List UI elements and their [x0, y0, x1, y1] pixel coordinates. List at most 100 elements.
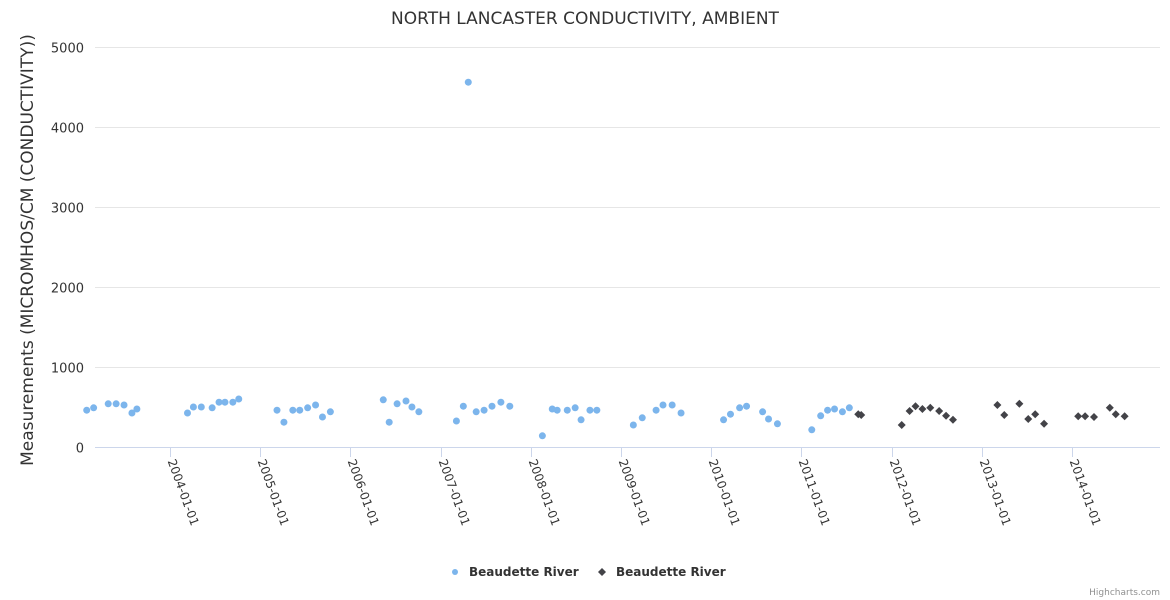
data-point[interactable] [905, 407, 914, 415]
x-tick-label: 2008-01-01 [526, 457, 563, 527]
data-point[interactable] [538, 432, 546, 440]
data-point[interactable] [326, 408, 334, 416]
data-point[interactable] [289, 406, 297, 414]
data-point[interactable] [857, 411, 866, 419]
data-point[interactable] [393, 400, 401, 408]
data-point[interactable] [480, 406, 488, 414]
data-point[interactable] [1111, 410, 1120, 419]
data-point[interactable] [773, 420, 781, 428]
y-tick-label: 2000 [51, 282, 84, 297]
data-point[interactable] [942, 411, 951, 420]
data-point[interactable] [1081, 412, 1090, 421]
chart-title: NORTH LANCASTER CONDUCTIVITY, AMBIENT [391, 9, 780, 29]
data-point[interactable] [459, 402, 467, 410]
legend-item-series-2[interactable]: Beaudette River [598, 565, 726, 579]
data-point[interactable] [90, 404, 98, 412]
data-point[interactable] [208, 404, 216, 412]
data-point[interactable] [197, 403, 205, 411]
data-point[interactable] [563, 406, 571, 414]
data-point[interactable] [506, 402, 514, 410]
y-tick-label: 0 [76, 442, 84, 457]
data-point[interactable] [918, 405, 927, 413]
data-point[interactable] [586, 406, 594, 414]
data-point[interactable] [235, 395, 243, 403]
data-point[interactable] [593, 406, 601, 414]
data-point[interactable] [759, 408, 767, 416]
x-tick-label: 2012-01-01 [887, 457, 924, 527]
data-point[interactable] [935, 407, 944, 415]
data-point[interactable] [183, 409, 191, 417]
data-point[interactable] [128, 409, 136, 417]
data-point[interactable] [638, 414, 646, 422]
data-point[interactable] [897, 421, 906, 429]
data-point[interactable] [189, 403, 197, 411]
data-point[interactable] [1031, 410, 1040, 419]
data-point[interactable] [379, 396, 387, 404]
data-point[interactable] [488, 402, 496, 410]
data-point[interactable] [926, 403, 935, 412]
data-point[interactable] [765, 415, 773, 423]
data-point[interactable] [280, 418, 288, 426]
data-point[interactable] [1015, 399, 1024, 408]
data-point[interactable] [318, 413, 326, 421]
data-point[interactable] [668, 401, 676, 409]
y-axis-ticks: 0 1000 2000 3000 4000 5000 [51, 42, 84, 457]
data-point[interactable] [229, 398, 237, 406]
series-1 [83, 78, 853, 440]
data-point[interactable] [408, 403, 416, 411]
legend-label-series-1: Beaudette River [469, 565, 579, 579]
data-point[interactable] [1120, 412, 1129, 421]
data-point[interactable] [104, 400, 112, 408]
data-point[interactable] [736, 404, 744, 412]
data-point[interactable] [1089, 413, 1098, 421]
data-point[interactable] [817, 412, 825, 420]
data-point[interactable] [273, 406, 281, 414]
data-point[interactable] [845, 404, 853, 412]
data-point[interactable] [993, 401, 1002, 409]
data-point[interactable] [824, 406, 832, 414]
x-tick-label: 2004-01-01 [165, 457, 202, 527]
data-point[interactable] [838, 408, 846, 416]
data-point[interactable] [720, 416, 728, 424]
data-point[interactable] [1024, 415, 1033, 423]
data-point[interactable] [948, 415, 957, 424]
data-point[interactable] [120, 401, 128, 409]
data-point[interactable] [831, 405, 839, 413]
data-point[interactable] [215, 398, 223, 406]
data-point[interactable] [133, 405, 141, 413]
credits-link[interactable]: Highcharts.com [1089, 588, 1160, 598]
data-point[interactable] [402, 397, 410, 405]
data-point[interactable] [571, 404, 579, 412]
data-point[interactable] [472, 408, 480, 416]
data-point[interactable] [553, 406, 561, 414]
data-point[interactable] [312, 401, 320, 409]
data-point[interactable] [808, 426, 816, 434]
data-point[interactable] [83, 406, 91, 414]
data-point[interactable] [743, 402, 751, 410]
data-point[interactable] [112, 400, 120, 408]
data-point[interactable] [577, 416, 585, 424]
data-point[interactable] [1105, 403, 1114, 412]
x-tick-label: 2011-01-01 [796, 457, 833, 527]
data-point[interactable] [464, 78, 472, 86]
data-point[interactable] [911, 402, 920, 411]
data-point[interactable] [304, 404, 312, 412]
data-point[interactable] [1074, 412, 1083, 421]
data-point[interactable] [652, 406, 660, 414]
data-point[interactable] [497, 398, 505, 406]
data-point[interactable] [385, 418, 393, 426]
data-point[interactable] [629, 421, 637, 429]
data-point[interactable] [1040, 419, 1049, 428]
data-point[interactable] [415, 408, 423, 416]
data-point[interactable] [296, 406, 304, 414]
y-axis-label: Measurements (MICROMHOS/CM (CONDUCTIVITY… [18, 34, 38, 466]
data-point[interactable] [221, 398, 229, 406]
plot-area [83, 78, 1129, 440]
data-point[interactable] [726, 410, 734, 418]
data-point[interactable] [659, 401, 667, 409]
data-point[interactable] [1000, 411, 1009, 419]
data-point[interactable] [452, 417, 460, 425]
legend-item-series-1[interactable]: Beaudette River [452, 565, 579, 579]
legend-diamond-marker-icon [598, 568, 606, 576]
data-point[interactable] [677, 409, 685, 417]
